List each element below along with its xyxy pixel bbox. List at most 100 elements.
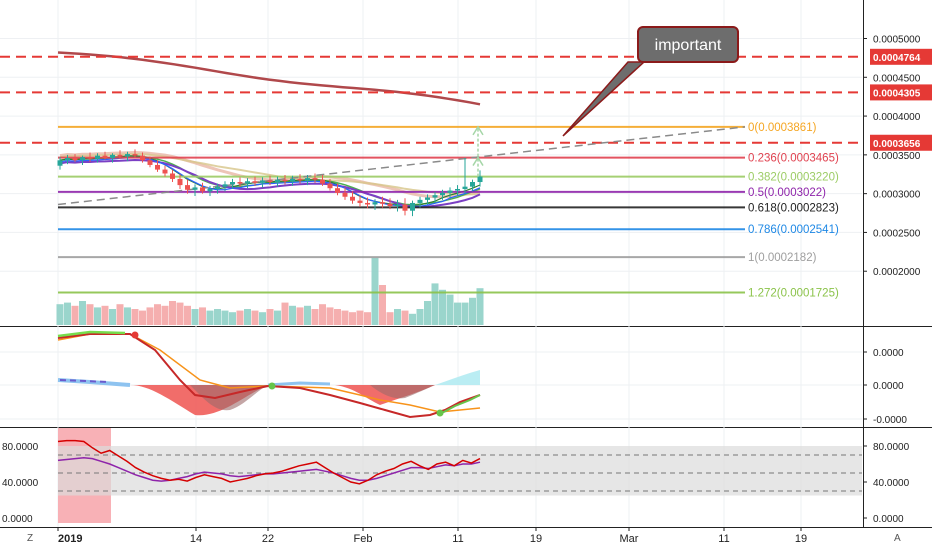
volume-bar: [229, 312, 236, 325]
macd-signal-line: [57, 333, 481, 413]
candle-body: [432, 195, 438, 198]
candle-body: [365, 202, 370, 205]
volume-bar: [101, 305, 109, 325]
candle-body: [312, 178, 318, 180]
volume-bar: [124, 307, 131, 325]
candle-body: [125, 154, 130, 157]
fib-level-label: 0.236(0.0003465): [748, 153, 839, 165]
candle-body: [470, 182, 475, 187]
volume-bar: [394, 309, 401, 325]
volume-bar: [281, 302, 289, 325]
volume-bar: [379, 285, 386, 325]
time-axis-label: 14: [190, 533, 202, 545]
candle-body: [57, 160, 63, 166]
volume-bar: [356, 310, 364, 325]
rsi-line: [57, 439, 481, 485]
fib-level-label: 0.382(0.0003220): [748, 172, 839, 184]
candle-body: [387, 203, 393, 207]
candle-body: [140, 155, 145, 161]
rsi-left-tick-label: 40.0000: [2, 478, 39, 489]
volume-bar: [71, 305, 79, 325]
volume-bar: [469, 297, 476, 325]
candle-body: [297, 178, 303, 181]
volume-bar: [199, 307, 206, 325]
candle-body: [95, 155, 100, 159]
volume-bar: [431, 283, 439, 325]
volume-bar: [304, 305, 311, 325]
volume-bar: [266, 309, 274, 325]
volume-bar: [176, 302, 184, 325]
price-axis-label-bg: [870, 48, 932, 65]
price-axis-tick-label: 0.0003500: [873, 151, 921, 162]
volume-bar: [416, 309, 424, 325]
candle-body: [87, 157, 93, 159]
volume-bar: [131, 309, 139, 325]
volume-bar: [461, 302, 469, 325]
candle-body: [402, 204, 408, 211]
candle-body: [282, 179, 288, 182]
time-axis-label: 19: [530, 533, 542, 545]
price-axis-label-bg: [870, 84, 932, 101]
auto-scale-icon[interactable]: A: [894, 533, 901, 544]
macd-histogram-line: [267, 381, 331, 387]
volume-bar: [236, 310, 244, 325]
volume-bar: [56, 304, 64, 325]
volume-bar: [409, 313, 416, 325]
candle-body: [417, 199, 423, 203]
macd-histogram-area: [190, 385, 268, 411]
price-axis-tick-label: 0.0002500: [873, 228, 921, 239]
time-axis-label: Mar: [620, 533, 639, 545]
candle-body: [395, 204, 400, 207]
candle-body: [65, 157, 70, 161]
volume-bar: [116, 304, 124, 325]
price-axis-tick-label: 0.0004000: [873, 112, 921, 123]
rsi-left-tick-label: 0.0000: [2, 514, 33, 525]
volume-bar: [326, 307, 334, 325]
annotation-callout[interactable]: important: [562, 26, 739, 137]
projection-arrowhead: [472, 125, 484, 136]
candle-body: [222, 184, 228, 187]
price-axis-tick-label: 0.0004500: [873, 73, 921, 84]
macd-axis-tick-label: 0.0000: [873, 348, 904, 359]
rsi-left-tick-label: 80.0000: [2, 442, 39, 453]
candle-body: [357, 200, 363, 203]
rsi-axis-tick-label: 40.0000: [873, 478, 910, 489]
fib-level-label: 1.272(0.0001725): [748, 288, 839, 300]
fib-level-label: 0.5(0.0003022): [748, 187, 826, 199]
macd-histogram-line: [59, 379, 111, 383]
volume-bar: [64, 302, 71, 325]
fib-level-label: 0.618(0.0002823): [748, 202, 839, 214]
rsi-axis-tick-label: 0.0000: [873, 514, 904, 525]
volume-bar: [184, 305, 191, 325]
candle-body: [147, 160, 153, 165]
volume-bar: [334, 309, 341, 325]
volume-bar: [154, 304, 161, 325]
candle-body: [192, 187, 198, 190]
resistance-price-label: 0.0003656: [873, 139, 921, 150]
rsi-axis-tick-label: 80.0000: [873, 442, 910, 453]
volume-bar: [146, 307, 154, 325]
candle-body: [380, 202, 385, 204]
time-axis-label: 11: [452, 533, 463, 545]
callout-text: important: [655, 37, 722, 54]
volume-bar: [161, 305, 169, 325]
zoom-toggle-icon[interactable]: Z: [27, 533, 33, 544]
candle-body: [102, 155, 108, 158]
fib-level-label: 1(0.0002182): [748, 252, 817, 264]
candle-body: [110, 154, 115, 158]
candle-body: [200, 187, 205, 192]
macd-histogram-area: [435, 370, 480, 385]
candle-body: [185, 185, 190, 190]
volume-bar: [311, 309, 319, 325]
callout-pointer: [562, 61, 646, 137]
volume-bar: [139, 310, 146, 325]
candle-body: [320, 179, 325, 184]
volume-bar: [221, 310, 229, 325]
candle-body: [335, 188, 340, 193]
macd-histogram-area: [370, 385, 435, 399]
candle-body: [230, 182, 235, 185]
candle-body: [350, 196, 355, 201]
volume-bar: [439, 289, 446, 325]
